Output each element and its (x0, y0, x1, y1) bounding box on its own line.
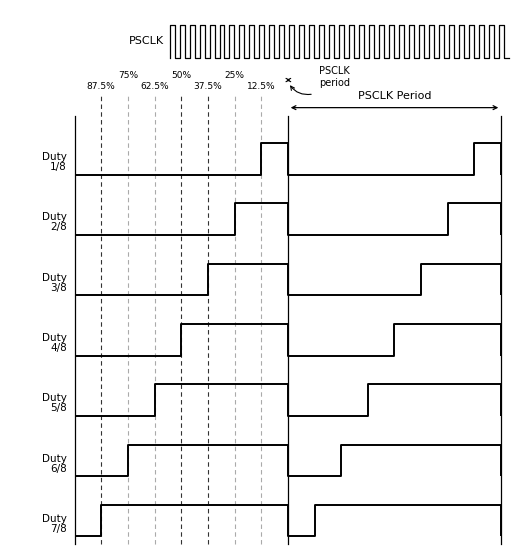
Text: PSCLK: PSCLK (130, 36, 164, 46)
Text: 87.5%: 87.5% (87, 82, 116, 91)
Text: Duty
1/8: Duty 1/8 (42, 152, 67, 172)
Text: Duty
4/8: Duty 4/8 (42, 333, 67, 353)
Text: Duty
3/8: Duty 3/8 (42, 273, 67, 293)
Text: Duty
2/8: Duty 2/8 (42, 213, 67, 232)
Text: 12.5%: 12.5% (247, 82, 276, 91)
Text: 62.5%: 62.5% (140, 82, 169, 91)
Text: Duty
6/8: Duty 6/8 (42, 454, 67, 474)
Text: 25%: 25% (225, 71, 245, 80)
Text: 50%: 50% (171, 71, 191, 80)
Text: 37.5%: 37.5% (193, 82, 222, 91)
Text: PSCLK Period: PSCLK Period (358, 91, 431, 101)
Text: PSCLK
period: PSCLK period (319, 66, 350, 88)
Text: Duty
7/8: Duty 7/8 (42, 514, 67, 534)
Text: 75%: 75% (118, 71, 138, 80)
Text: Duty
5/8: Duty 5/8 (42, 393, 67, 413)
